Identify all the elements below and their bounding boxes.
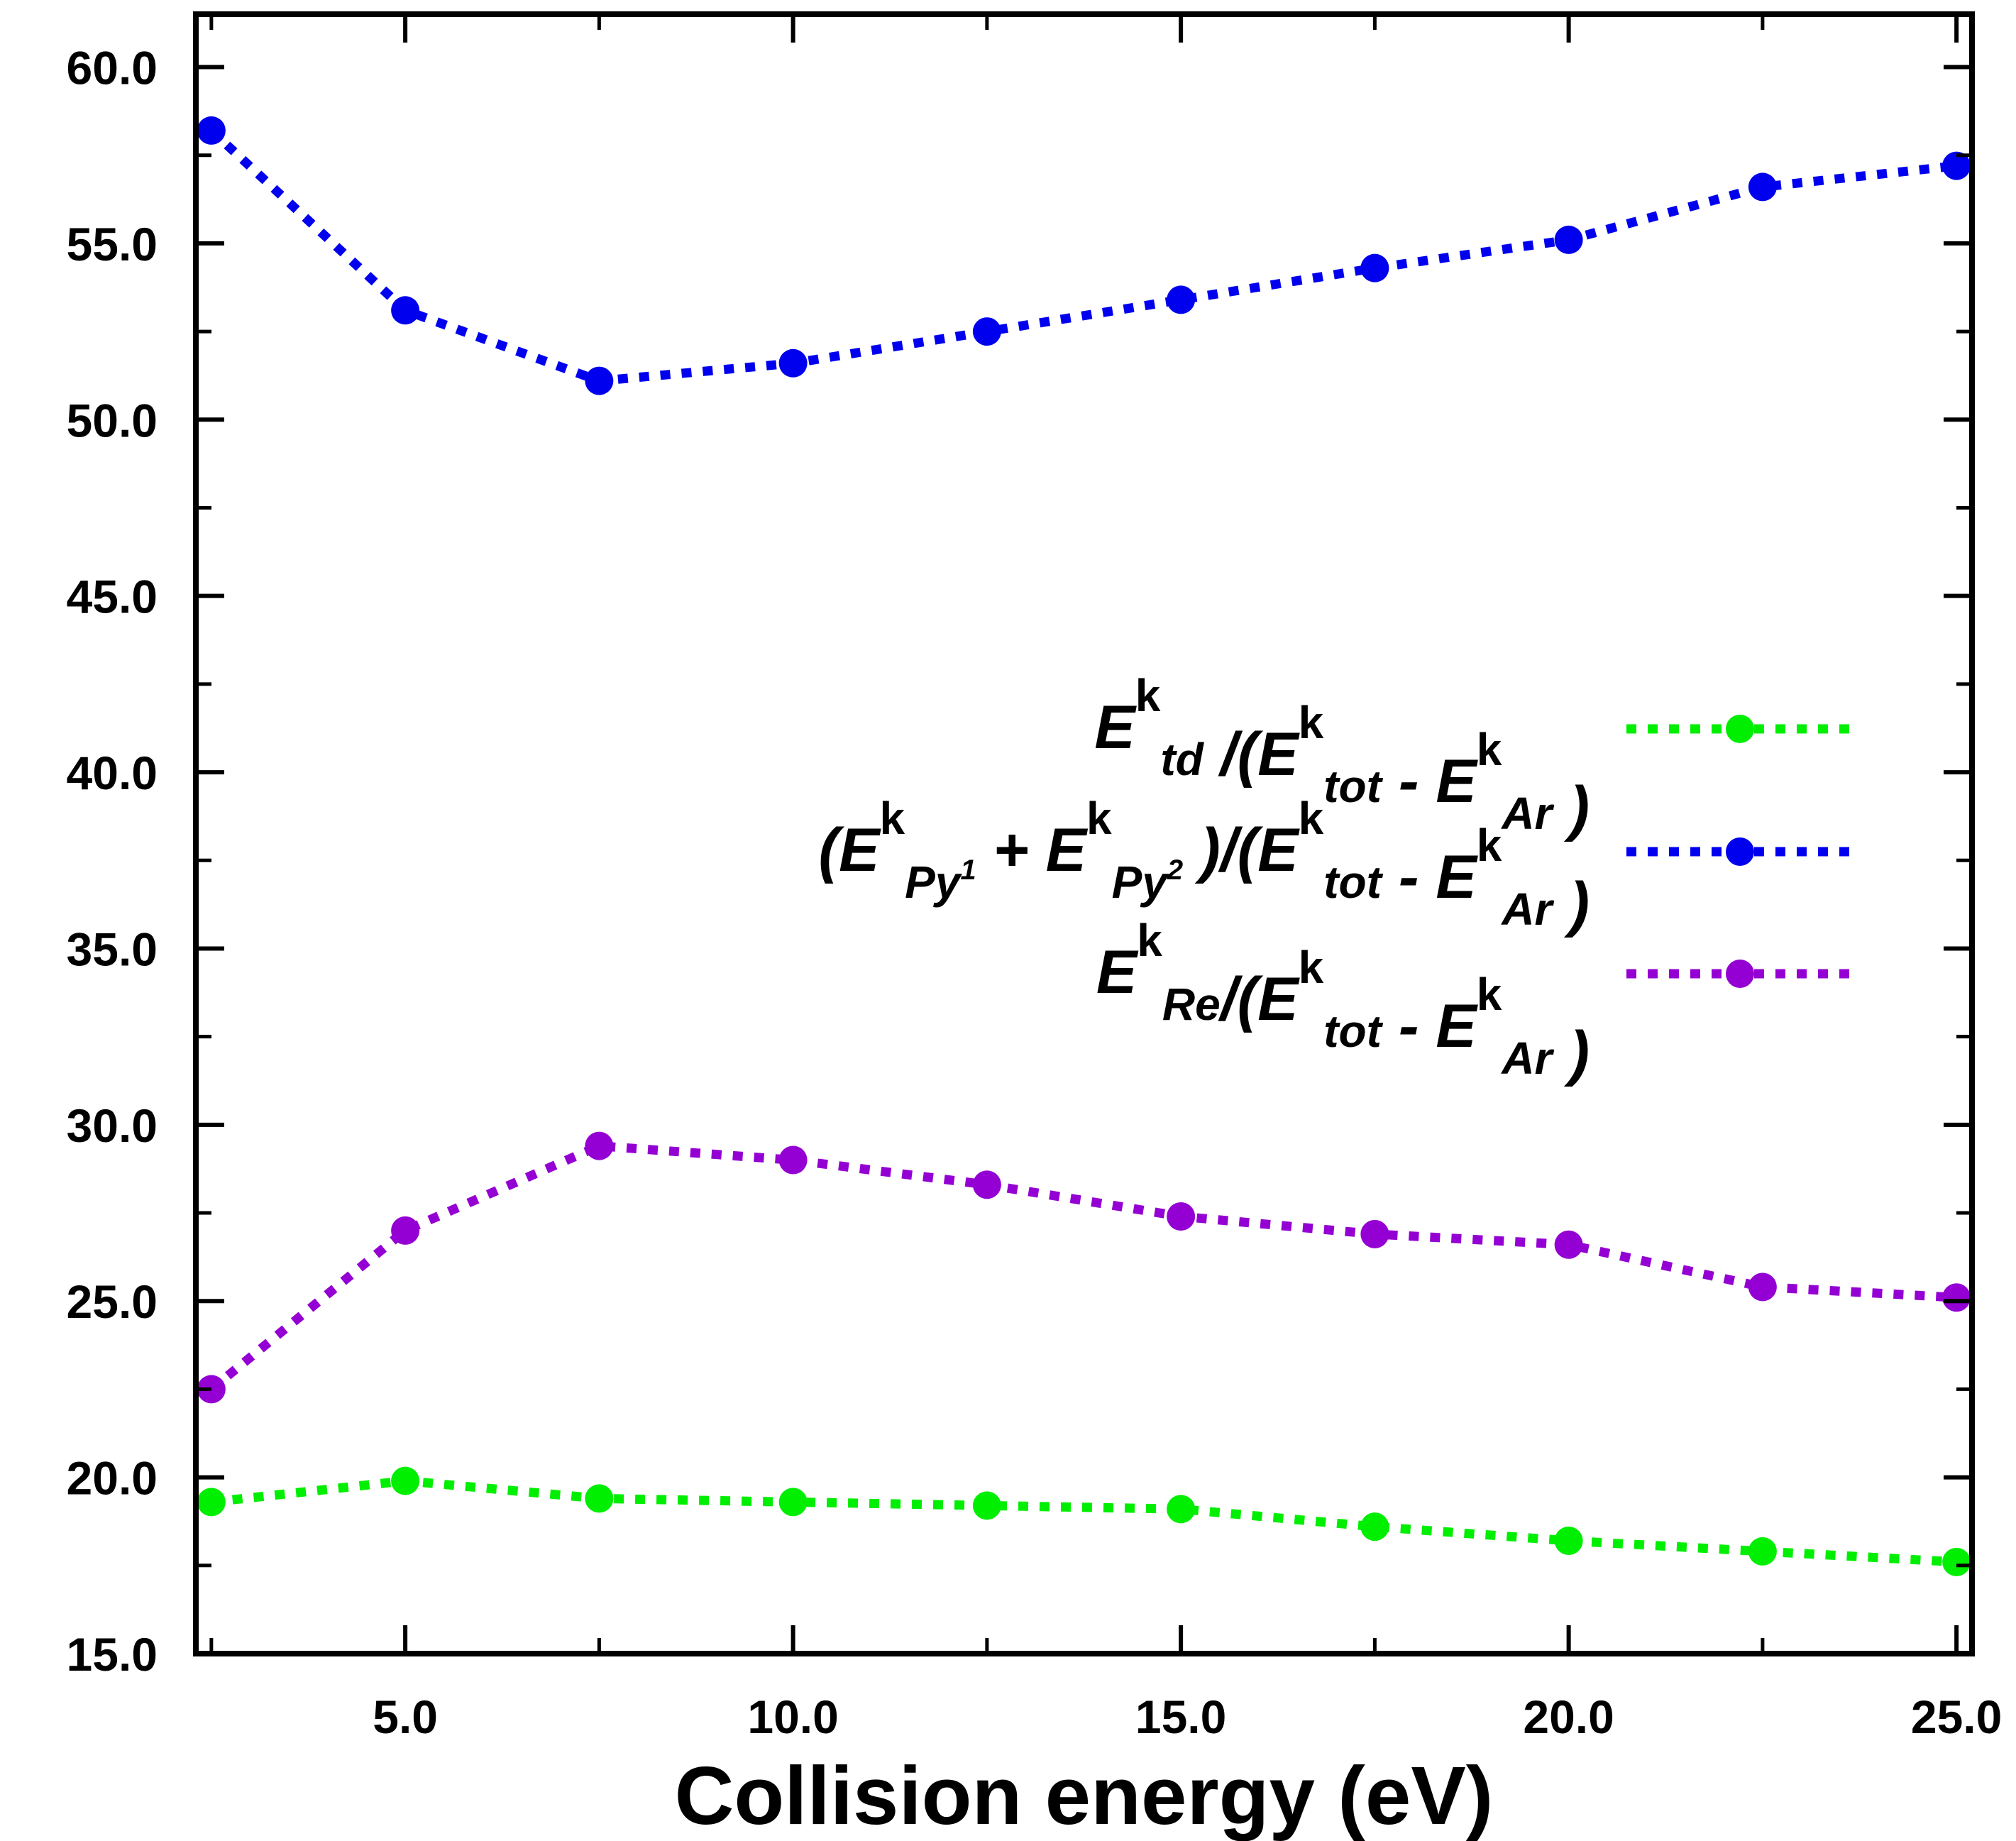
data-point-td (197, 1488, 226, 1517)
y-tick-label: 45.0 (67, 571, 158, 623)
data-point-td (1942, 1547, 1971, 1576)
y-tick-label: 30.0 (67, 1099, 158, 1152)
y-tick-label: 40.0 (67, 747, 158, 799)
data-point-re (1942, 1283, 1971, 1312)
x-axis-title: Collision energy (eV) (675, 1749, 1494, 1841)
data-point-td (972, 1491, 1001, 1520)
data-point-re (778, 1145, 808, 1175)
data-point-py (1942, 151, 1971, 180)
y-tick-label: 55.0 (67, 218, 158, 270)
data-point-re (972, 1170, 1001, 1199)
axis-ticks (196, 14, 1972, 1656)
data-point-td (1360, 1512, 1389, 1542)
data-point-py (778, 348, 808, 378)
series-line-td (211, 1476, 1957, 1567)
data-point-py (972, 317, 1001, 346)
data-point-py (197, 116, 226, 145)
data-point-py (1554, 225, 1583, 254)
plot-frame (193, 11, 1975, 1656)
x-tick-label: 15.0 (1135, 1691, 1226, 1743)
y-tick-label: 50.0 (67, 394, 158, 446)
data-point-py (1167, 285, 1196, 314)
tick-labels: 5.0 10.0 15.0 20.0 25.0 15.0 20.0 25.0 30.0 35.0 4… (67, 42, 2003, 1743)
data-point-py (1748, 172, 1777, 202)
data-point-re (391, 1216, 420, 1245)
y-tick-label: 20.0 (67, 1452, 158, 1505)
data-point-td (1554, 1527, 1583, 1556)
y-tick-label: 15.0 (67, 1628, 158, 1681)
x-tick-label: 5.0 (373, 1691, 438, 1743)
x-tick-label: 25.0 (1911, 1691, 2002, 1743)
data-point-td (585, 1484, 614, 1513)
legend-label-py: (EkPy1 + EkPy2 )/(Ektot - EkAr ) (818, 793, 1590, 938)
y-tick-label: 35.0 (67, 923, 158, 975)
data-point-py (1360, 253, 1389, 282)
plot-lines (208, 127, 1957, 1567)
data-point-td (778, 1488, 808, 1517)
data-point-py (585, 366, 614, 395)
data-point-py (391, 296, 420, 325)
legend-marker-td (1726, 715, 1754, 743)
series-line-py (208, 127, 1957, 386)
data-point-re (585, 1131, 614, 1160)
data-point-re (1167, 1202, 1196, 1231)
x-tick-label: 20.0 (1523, 1691, 1614, 1743)
series-line-re (208, 1141, 1957, 1393)
y-tick-label: 25.0 (67, 1275, 158, 1328)
legend: Ektd /(Ektot - EkAr )(EkPy1 + EkPy2 )/(E… (818, 670, 1853, 1087)
x-tick-label: 10.0 (747, 1691, 838, 1743)
legend-label-re: EkRe/(Ektot - EkAr ) (1096, 915, 1590, 1087)
legend-label-td: Ektd /(Ektot - EkAr ) (1094, 670, 1590, 842)
legend-marker-re (1726, 960, 1754, 988)
y-tick-label: 60.0 (67, 42, 158, 94)
data-point-re (1748, 1273, 1777, 1302)
legend-marker-py (1726, 837, 1754, 866)
data-point-td (391, 1466, 420, 1495)
plot-points (197, 116, 1971, 1576)
data-point-td (1167, 1495, 1196, 1524)
data-point-re (1360, 1219, 1389, 1248)
data-point-td (1748, 1537, 1777, 1566)
data-point-re (1554, 1230, 1583, 1259)
